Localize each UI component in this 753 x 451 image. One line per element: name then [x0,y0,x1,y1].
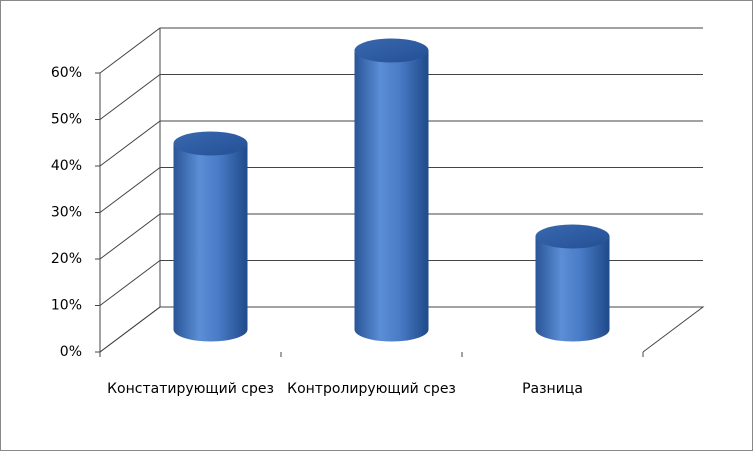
grid-line [99,213,703,260]
y-tick-label: 0% [60,344,82,360]
bar-side [354,50,429,342]
x-tick-label: Контролирующий срез [287,381,456,397]
bar [535,224,610,342]
y-tick-label: 10% [51,298,82,314]
grid-line [99,306,703,353]
grid-line [99,27,703,74]
bar-top [354,38,429,63]
y-tick-label: 30% [51,205,82,221]
grid-line [99,260,703,306]
y-tick-label: 40% [51,158,82,174]
y-tick-label: 60% [51,65,82,81]
grid-line [99,74,703,120]
bar-side [173,143,248,342]
bar-top [173,131,248,156]
bar [173,131,248,342]
x-tick-label: Разница [522,381,583,397]
x-tick-label: Констатирующий срез [107,381,274,397]
grid-line [99,167,703,213]
grid-line [99,120,703,167]
bar-side [535,236,610,342]
y-tick-label: 20% [51,251,82,267]
bar [354,38,429,342]
bar-top [535,224,610,249]
y-tick-label: 50% [51,112,82,128]
